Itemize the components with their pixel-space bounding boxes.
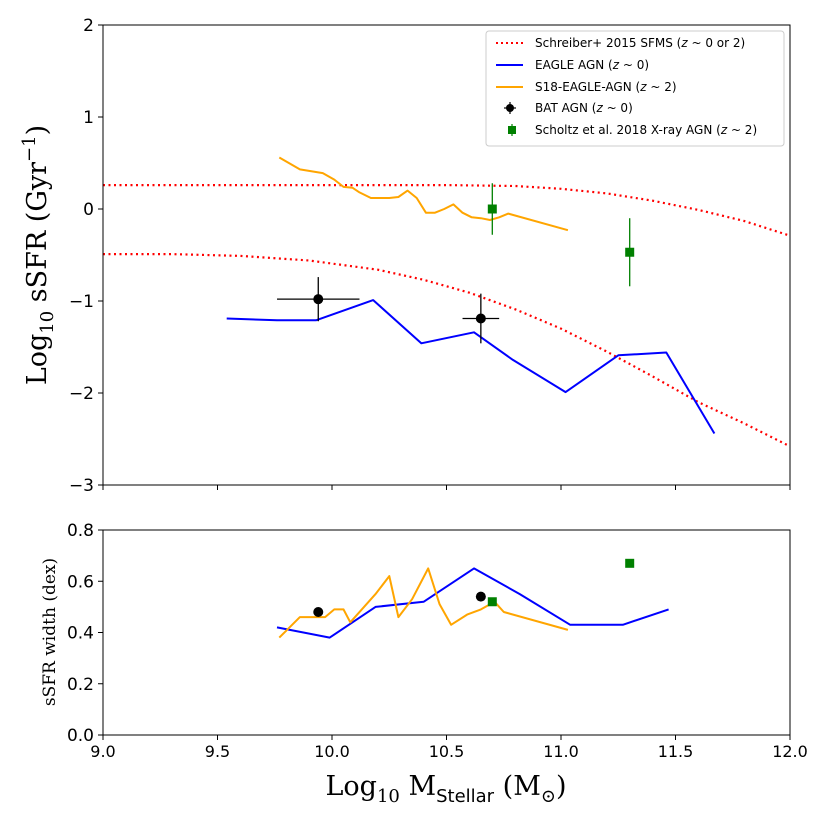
x-tick-label: 10.0 xyxy=(314,742,350,761)
point-bat-agn-z-0-2 xyxy=(475,313,486,324)
y-tick-label: 2 xyxy=(83,16,94,36)
bottom-plot-area xyxy=(276,558,669,639)
y-tick-label: −3 xyxy=(69,476,94,496)
top-y-ticks: −3 −2 −1 0 1 2 xyxy=(69,16,103,496)
x-axis-label: Log10 MStellar (M⊙) xyxy=(325,771,566,807)
y-tick-label: 0 xyxy=(83,200,94,220)
point-scholtz-et-al-2018-x-ray-agn-z-2-1 xyxy=(487,204,497,214)
series-line-s18-eagle-agn-z-2 xyxy=(278,156,569,232)
y-tick-label: 0.2 xyxy=(67,675,94,695)
legend-label-s18: S18-EAGLE-AGN (z ~ 2) xyxy=(535,80,677,94)
top-x-ticks xyxy=(102,485,791,490)
y-tick-label: 0.0 xyxy=(67,726,94,746)
legend-label-scholtz: Scholtz et al. 2018 X-ray AGN (z ~ 2) xyxy=(535,123,757,137)
point-bat-agn-z-0-1 xyxy=(313,294,324,305)
series-line-eagle-agn-z-0 xyxy=(276,567,669,639)
y-tick-label: 1 xyxy=(83,108,94,128)
bottom-y-axis-label: sSFR width (dex) xyxy=(40,558,60,706)
point-scholtz-et-al-2018-x-ray-agn-z-2-1 xyxy=(487,597,497,607)
series-line-eagle-agn-z-0 xyxy=(226,299,716,435)
legend-label-bat: BAT AGN (z ~ 0) xyxy=(535,101,633,115)
y-tick-label: −1 xyxy=(69,292,94,312)
x-tick-label: 10.5 xyxy=(429,742,465,761)
x-tick-label: 9.0 xyxy=(90,742,115,761)
top-panel: −3 −2 −1 0 1 2 Log10 sSFR (Gyr−1) Schreiber+ … xyxy=(19,16,791,496)
series-line-s18-eagle-agn-z-2 xyxy=(278,567,569,639)
legend-handle-scholtz-marker xyxy=(508,126,516,134)
point-bat-agn-z-0-2 xyxy=(475,591,486,602)
y-tick-label: 0.8 xyxy=(67,521,94,541)
x-tick-label: 11.5 xyxy=(658,742,694,761)
legend-box xyxy=(485,30,785,147)
bottom-x-ticks: 9.0 9.5 10.0 10.5 11.0 11.5 12.0 xyxy=(90,735,808,761)
legend-label-eagle: EAGLE AGN (z ~ 0) xyxy=(535,58,649,72)
legend-handle-bat-marker xyxy=(506,104,514,112)
point-scholtz-et-al-2018-x-ray-agn-z-2-2 xyxy=(625,558,635,568)
bottom-y-ticks: 0.0 0.2 0.4 0.6 0.8 xyxy=(67,521,103,746)
point-scholtz-et-al-2018-x-ray-agn-z-2-2 xyxy=(625,247,635,257)
y-tick-label: −2 xyxy=(69,384,94,404)
series-line-schreiber-2015-sfms-z-0-or-2-2 xyxy=(103,253,791,448)
top-y-axis-label: Log10 sSFR (Gyr−1) xyxy=(19,125,58,385)
legend: Schreiber+ 2015 SFMS (z ~ 0 or 2) EAGLE … xyxy=(485,30,785,147)
x-tick-label: 12.0 xyxy=(772,742,808,761)
x-tick-label: 11.0 xyxy=(543,742,579,761)
y-tick-label: 0.4 xyxy=(67,624,94,644)
x-tick-label: 9.5 xyxy=(205,742,230,761)
legend-label-schreiber: Schreiber+ 2015 SFMS (z ~ 0 or 2) xyxy=(535,36,745,50)
y-tick-label: 0.6 xyxy=(67,572,94,592)
bottom-panel: 9.0 9.5 10.0 10.5 11.0 11.5 12.0 0.00.20.40.60… xyxy=(40,521,808,807)
point-bat-agn-z-0-1 xyxy=(313,607,324,617)
top-plot-area xyxy=(103,156,791,448)
